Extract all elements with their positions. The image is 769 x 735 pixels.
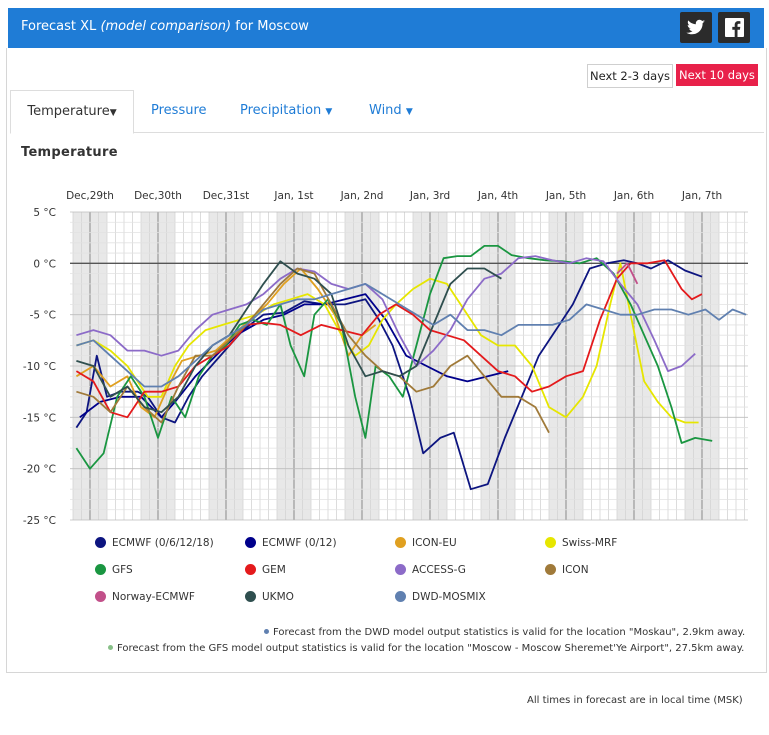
legend-label: ECMWF (0/6/12/18)	[112, 537, 214, 549]
tab-wind[interactable]: Wind ▼	[369, 90, 413, 132]
legend-item[interactable]: ACCESS-G	[395, 564, 466, 576]
header-bar: Forecast XL (model comparison) for Mosco…	[8, 8, 764, 48]
facebook-button[interactable]	[718, 12, 750, 43]
title-suffix: for Moscow	[235, 19, 309, 34]
title-prefix: Forecast XL	[21, 19, 97, 34]
legend-item[interactable]: DWD-MOSMIX	[395, 591, 486, 603]
y-tick-label: -5 °C	[30, 310, 56, 322]
twitter-button[interactable]	[680, 12, 712, 43]
y-tick-label: 5 °C	[33, 207, 56, 219]
legend-swatch	[95, 591, 106, 602]
y-tick-label: -20 °C	[23, 464, 56, 476]
x-tick-label: Jan, 3rd	[409, 190, 450, 202]
facebook-icon	[725, 18, 744, 37]
tab-precipitation[interactable]: Precipitation ▼	[240, 90, 332, 132]
series-line-ukmo	[76, 260, 502, 414]
dwd-location-note: Forecast from the DWD model output stati…	[264, 627, 745, 638]
x-tick-label: Jan, 5th	[545, 190, 586, 202]
tab-pressure[interactable]: Pressure	[151, 90, 207, 132]
legend-item[interactable]: Norway-ECMWF	[95, 591, 195, 603]
legend-label: GEM	[262, 564, 286, 576]
legend-swatch	[545, 564, 556, 575]
twitter-icon	[686, 19, 705, 35]
legend-label: Norway-ECMWF	[112, 591, 195, 603]
legend-label: ACCESS-G	[412, 564, 466, 576]
gfs-note-dot	[108, 645, 113, 650]
caret-down-icon: ▼	[325, 107, 333, 117]
series-line-dwd-mosmix	[76, 282, 747, 388]
title-italic: (model comparison)	[100, 19, 232, 34]
y-tick-label: -25 °C	[23, 515, 56, 527]
x-tick-label: Jan, 1st	[273, 190, 313, 202]
legend-swatch	[395, 537, 406, 548]
gfs-location-note: Forecast from the GFS model output stati…	[108, 643, 744, 654]
legend-label: ICON-EU	[412, 537, 457, 549]
x-tick-label: Dec,29th	[66, 190, 114, 202]
tab-temperature[interactable]: Temperature▼	[10, 90, 134, 134]
legend-label: UKMO	[262, 591, 294, 603]
legend-item[interactable]: ECMWF (0/12)	[245, 537, 337, 549]
series-line-ecmwf-0-12-	[79, 293, 509, 419]
legend-item[interactable]: ICON-EU	[395, 537, 457, 549]
dwd-note-text: Forecast from the DWD model output stati…	[273, 627, 746, 638]
next-10-days-button[interactable]: Next 10 days	[676, 64, 758, 86]
chart-tabs: Temperature▼ Pressure Precipitation ▼ Wi…	[10, 90, 764, 134]
legend-label: GFS	[112, 564, 133, 576]
chart-title: Temperature	[21, 145, 118, 160]
legend-item[interactable]: Swiss-MRF	[545, 537, 617, 549]
legend-swatch	[95, 537, 106, 548]
legend-label: Swiss-MRF	[562, 537, 618, 549]
x-tick-label: Jan, 2nd	[340, 190, 384, 202]
dwd-note-dot	[264, 629, 269, 634]
caret-down-icon: ▼	[405, 107, 413, 117]
tab-precipitation-label: Precipitation	[240, 103, 322, 118]
y-tick-label: 0 °C	[33, 258, 56, 270]
y-tick-label: -15 °C	[23, 412, 56, 424]
legend-swatch	[395, 564, 406, 575]
x-tick-label: Dec,30th	[134, 190, 182, 202]
legend-swatch	[245, 564, 256, 575]
legend-swatch	[95, 564, 106, 575]
x-tick-label: Jan, 6th	[613, 190, 654, 202]
series-line-access-g	[76, 255, 696, 373]
gfs-note-text: Forecast from the GFS model output stati…	[117, 643, 745, 654]
legend-label: ECMWF (0/12)	[262, 537, 337, 549]
x-tick-label: Jan, 7th	[681, 190, 722, 202]
legend-item[interactable]: ICON	[545, 564, 589, 576]
tab-wind-label: Wind	[369, 103, 402, 118]
next-2-3-days-button[interactable]: Next 2-3 days	[587, 64, 673, 88]
legend-item[interactable]: UKMO	[245, 591, 294, 603]
legend-swatch	[395, 591, 406, 602]
series-line-icon	[76, 267, 550, 434]
legend-swatch	[245, 537, 256, 548]
legend-item[interactable]: GEM	[245, 564, 286, 576]
legend-label: DWD-MOSMIX	[412, 591, 486, 603]
legend-swatch	[245, 591, 256, 602]
tab-temperature-label: Temperature	[27, 104, 110, 119]
y-tick-label: -10 °C	[23, 361, 56, 373]
page-title: Forecast XL (model comparison) for Mosco…	[21, 19, 309, 34]
series-line-norway-ecmwf	[616, 262, 639, 285]
legend-item[interactable]: GFS	[95, 564, 133, 576]
legend-item[interactable]: ECMWF (0/6/12/18)	[95, 537, 214, 549]
series-line-icon-eu	[75, 267, 377, 419]
timezone-note: All times in forecast are in local time …	[527, 695, 743, 706]
caret-down-icon: ▼	[109, 108, 117, 118]
legend-label: ICON	[562, 564, 589, 576]
x-tick-label: Jan, 4th	[477, 190, 518, 202]
x-tick-label: Dec,31st	[203, 190, 250, 202]
tab-pressure-label: Pressure	[151, 103, 207, 118]
legend-swatch	[545, 537, 556, 548]
